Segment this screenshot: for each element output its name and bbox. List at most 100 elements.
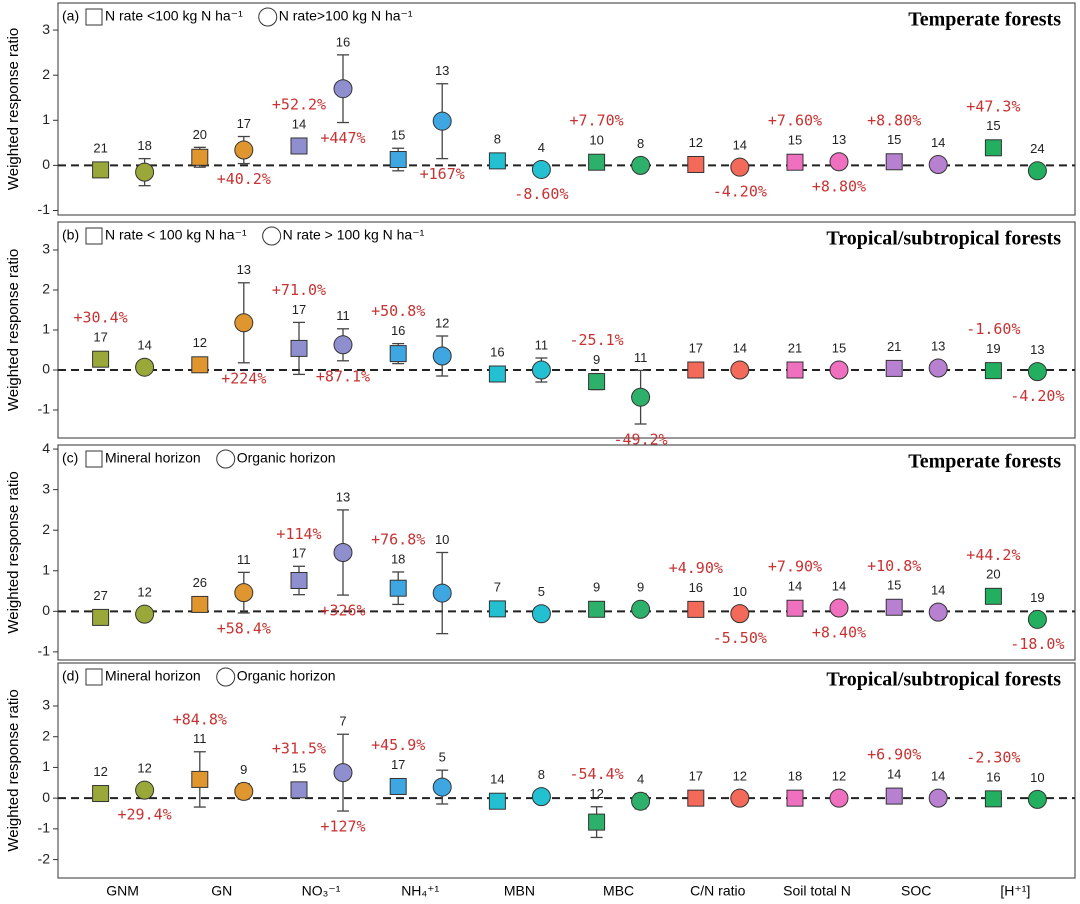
data-point <box>432 111 452 131</box>
count-label: 19 <box>1030 590 1044 605</box>
legend-marker <box>85 668 103 686</box>
data-point <box>290 781 308 799</box>
count-label: 4 <box>538 140 545 155</box>
count-label: 17 <box>237 116 251 131</box>
percent-label: +127% <box>320 818 365 836</box>
data-point <box>730 604 750 624</box>
data-point <box>333 335 353 355</box>
count-label: 18 <box>391 551 405 566</box>
y-tick-label: 2 <box>42 521 50 537</box>
count-label: 21 <box>788 340 802 355</box>
count-label: 11 <box>535 337 549 352</box>
data-point <box>786 789 804 807</box>
percent-label: +31.5% <box>272 739 326 757</box>
data-point <box>191 595 209 613</box>
data-point <box>290 571 308 589</box>
data-point <box>389 151 407 169</box>
data-point <box>488 792 506 810</box>
count-label: 13 <box>435 63 449 78</box>
x-tick-label: MBN <box>504 883 535 899</box>
y-tick-label: 2 <box>42 66 50 82</box>
legend-label: N rate > 100 kg N ha⁻¹ <box>283 227 425 243</box>
count-label: 7 <box>494 579 501 594</box>
legend-label: N rate <100 kg N ha⁻¹ <box>105 8 243 24</box>
data-point <box>829 360 849 380</box>
count-label: 15 <box>887 578 901 593</box>
count-label: 14 <box>832 578 846 593</box>
data-point <box>389 345 407 363</box>
data-point <box>829 788 849 808</box>
data-point <box>984 362 1002 380</box>
panel-title: Tropical/subtropical forests <box>826 669 1061 691</box>
count-label: 18 <box>137 138 151 153</box>
legend-label: Mineral horizon <box>105 450 201 466</box>
data-point <box>885 359 903 377</box>
percent-label: -18.0% <box>1010 635 1064 653</box>
count-label: 13 <box>237 262 251 277</box>
count-label: 14 <box>931 135 945 150</box>
data-point <box>928 358 948 378</box>
y-tick-label: 0 <box>42 789 50 805</box>
percent-label: +326% <box>320 602 365 620</box>
y-tick-label: 2 <box>42 727 50 743</box>
count-label: 11 <box>237 552 251 567</box>
y-tick-label: 3 <box>42 697 50 713</box>
data-point <box>234 583 254 603</box>
panel-title: Temperate forests <box>908 9 1061 31</box>
x-tick-label: MBC <box>603 883 634 899</box>
count-label: 12 <box>93 764 107 779</box>
percent-label: +87.1% <box>316 367 370 385</box>
count-label: 15 <box>292 760 306 775</box>
panel-frame <box>57 2 1076 216</box>
legend-label: N rate>100 kg N ha⁻¹ <box>279 8 413 24</box>
count-label: 24 <box>1030 141 1044 156</box>
count-label: 16 <box>689 580 703 595</box>
count-label: 17 <box>292 302 306 317</box>
count-label: 14 <box>931 769 945 784</box>
count-label: 14 <box>887 767 901 782</box>
data-point <box>135 162 155 182</box>
data-point <box>631 791 651 811</box>
count-label: 17 <box>93 330 107 345</box>
count-label: 12 <box>193 335 207 350</box>
legend-label: Organic horizon <box>237 668 336 684</box>
count-label: 5 <box>439 750 446 765</box>
data-point <box>531 159 551 179</box>
count-label: 16 <box>986 769 1000 784</box>
y-axis-label: Weighted response ratio <box>5 471 22 633</box>
percent-label: +6.90% <box>867 746 921 764</box>
legend-label: Mineral horizon <box>105 668 201 684</box>
percent-label: -4.20% <box>713 183 767 201</box>
count-label: 15 <box>788 133 802 148</box>
data-point <box>191 148 209 166</box>
percent-label: -5.50% <box>713 629 767 647</box>
count-label: 17 <box>391 757 405 772</box>
y-tick-label: 0 <box>42 156 50 172</box>
percent-label: +8.80% <box>812 177 866 195</box>
count-label: 5 <box>538 584 545 599</box>
panel-frame <box>57 444 1076 661</box>
count-label: 15 <box>832 340 846 355</box>
count-label: 7 <box>339 714 346 729</box>
count-label: 11 <box>193 731 207 746</box>
panel-label: (c) <box>62 450 78 466</box>
data-point <box>135 357 155 377</box>
count-label: 14 <box>490 772 504 787</box>
count-label: 14 <box>931 583 945 598</box>
percent-label: -54.4% <box>570 765 624 783</box>
percent-label: -25.1% <box>570 331 624 349</box>
percent-label: +447% <box>320 129 365 147</box>
data-point <box>885 787 903 805</box>
count-label: 18 <box>788 769 802 784</box>
data-point <box>135 604 155 624</box>
count-label: 21 <box>887 339 901 354</box>
data-point <box>290 137 308 155</box>
data-point <box>687 789 705 807</box>
count-label: 14 <box>137 338 151 353</box>
percent-label: +40.2% <box>217 170 271 188</box>
data-point <box>928 602 948 622</box>
data-point <box>234 140 254 160</box>
data-point <box>687 155 705 173</box>
legend-marker <box>262 226 282 246</box>
y-tick-label: -2 <box>38 850 51 866</box>
